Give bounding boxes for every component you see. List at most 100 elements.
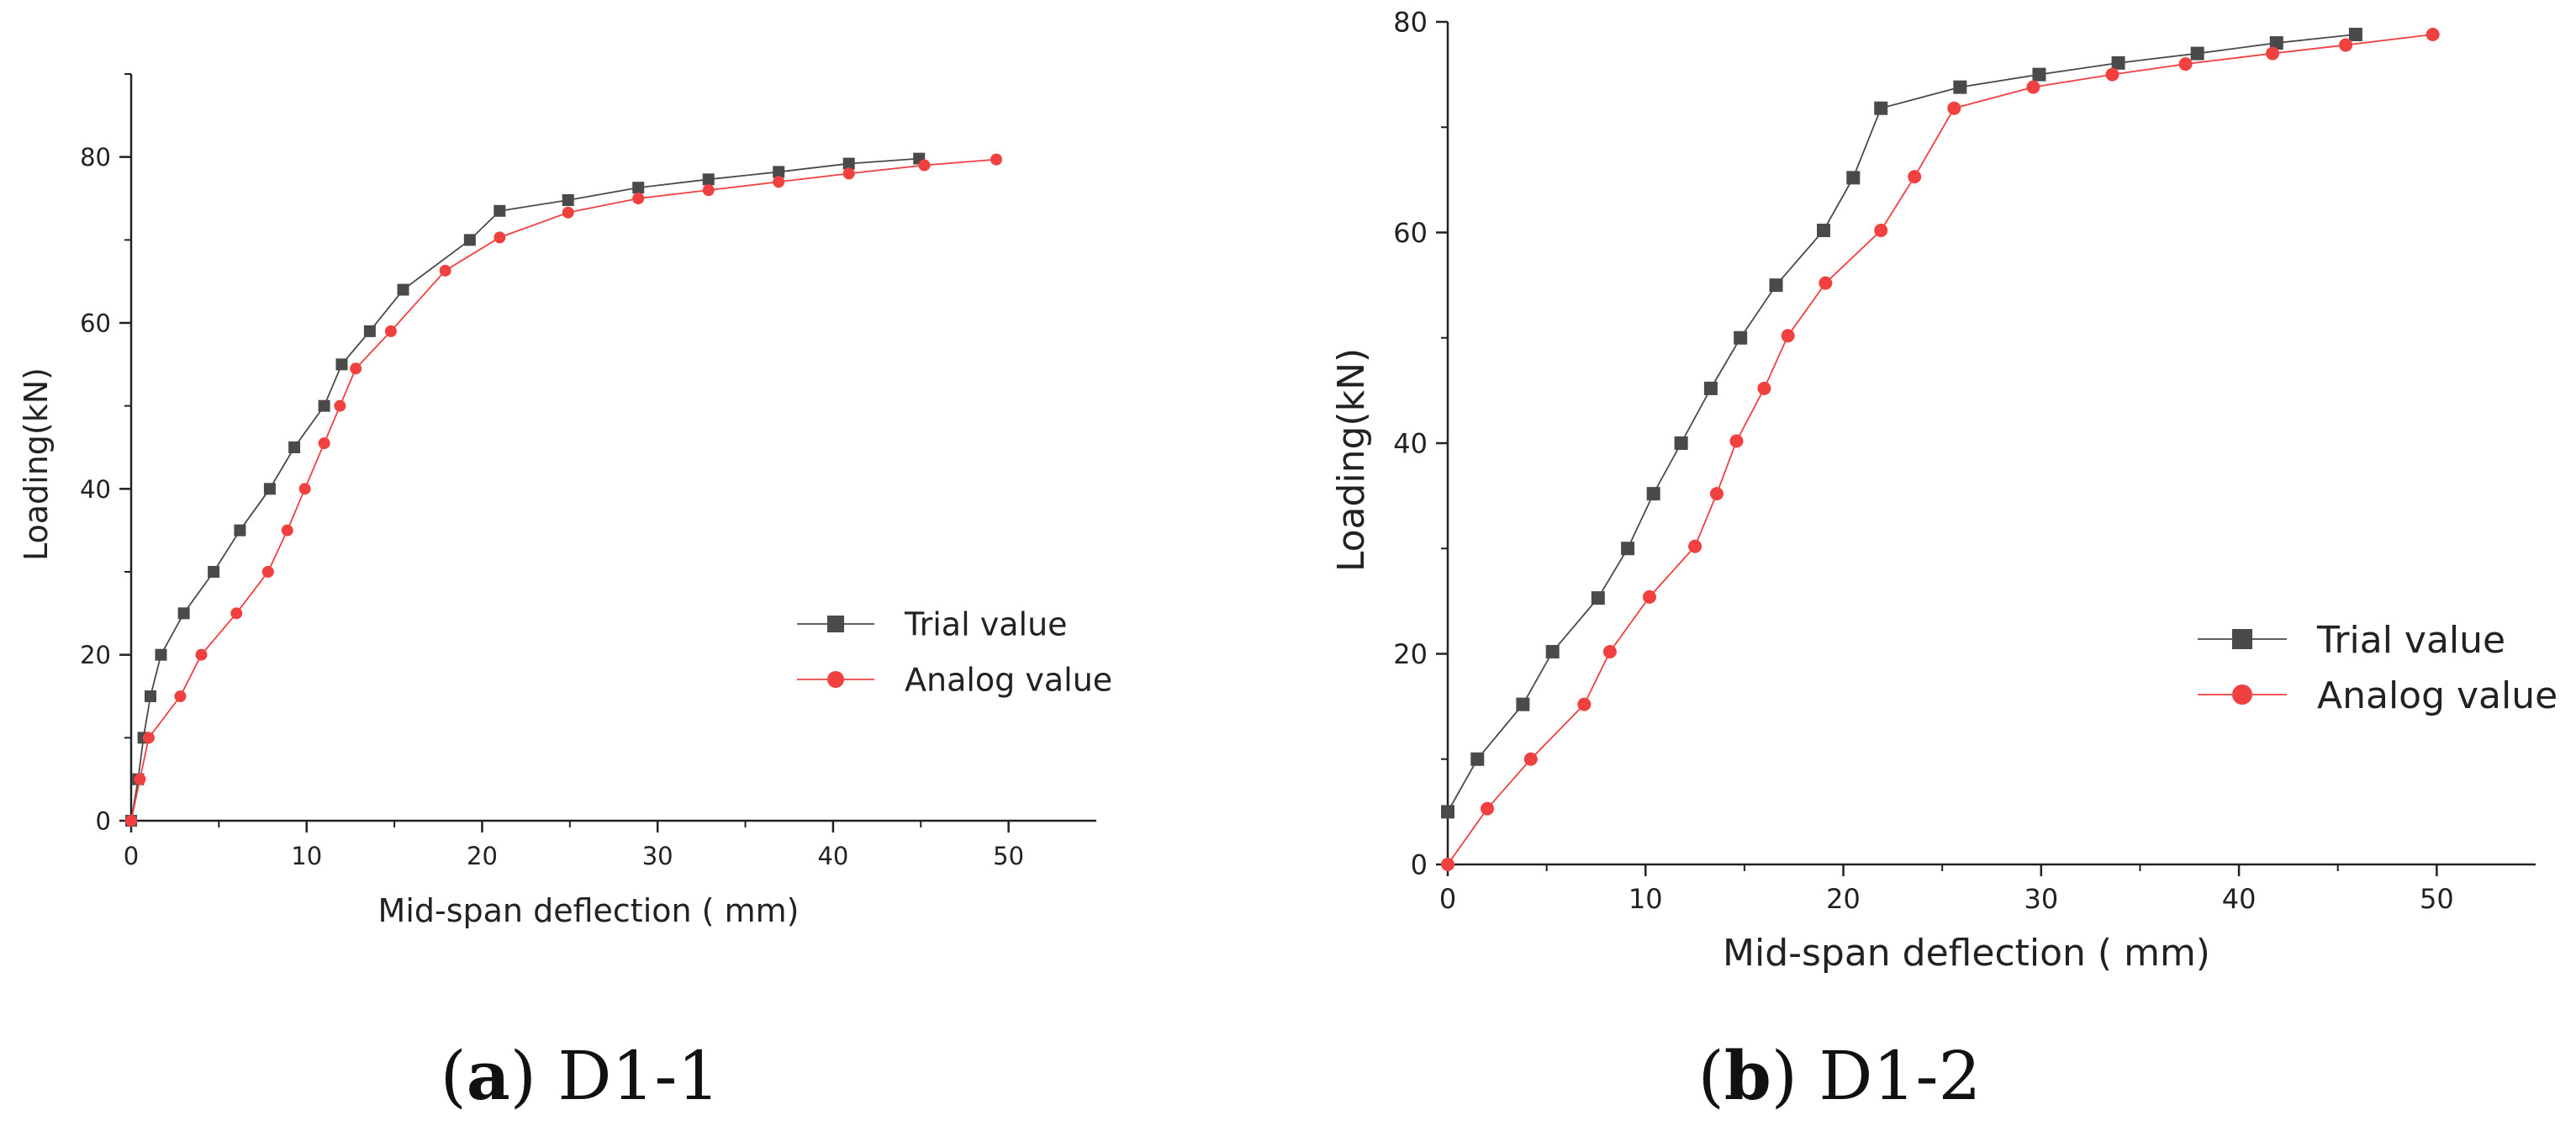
chart-a-analog-point — [142, 732, 155, 744]
chart-a-x-axis-title: Mid-span deflection ( mm) — [378, 892, 800, 929]
chart-b-legend-label-trial: Trial value — [2316, 619, 2505, 662]
chart-a-analog-point — [281, 524, 293, 536]
chart-panel-a: 0 10 20 30 40 50 0 20 40 60 80 Mid-span deflection … — [0, 0, 1227, 1147]
chart-a-trial-point — [318, 399, 330, 412]
chart-b-trial-point — [2111, 56, 2125, 70]
chart-a-y-axis-title: Loading(kN) — [18, 367, 55, 561]
chart-a-trial-point — [234, 524, 246, 536]
chart-a-x-tick-label: 20 — [467, 842, 498, 870]
chart-b-trial-point — [1646, 487, 1660, 501]
chart-a-trial-point — [397, 283, 409, 296]
chart-b-analog-point — [2105, 67, 2119, 82]
chart-a-svg: 0 10 20 30 40 50 0 20 40 60 80 Mid-span deflection … — [18, 73, 1112, 929]
chart-a-x-tick-label: 0 — [124, 842, 139, 870]
chart-b-analog-point — [1947, 101, 1961, 115]
chart-a-analog-point — [562, 206, 574, 219]
chart-a-analog-point — [230, 607, 243, 620]
chart-b-trial-point — [1769, 278, 1783, 293]
chart-b-svg: 0 10 20 30 40 50 0 20 40 60 80 Mid-span deflection … — [1330, 7, 2558, 975]
chart-a-x-tick-label: 10 — [291, 842, 322, 870]
chart-a-trial-point — [702, 173, 715, 186]
chart-b-analog-point — [1577, 697, 1592, 711]
chart-b-analog-point — [1757, 381, 1771, 395]
chart-b-trial-point — [1545, 644, 1560, 658]
chart-b-analog-point — [1688, 539, 1702, 553]
caption-a-open: ( — [440, 1037, 467, 1115]
caption-b-open: ( — [1697, 1037, 1724, 1115]
chart-a-analog-point — [318, 437, 330, 450]
chart-b-analog-point — [2426, 28, 2440, 42]
chart-b-analog-point — [2026, 80, 2040, 94]
chart-a-trial-point — [773, 166, 785, 178]
chart-a-trial-point — [335, 358, 348, 371]
chart-a-x-tick-label: 30 — [642, 842, 673, 870]
chart-a-analog-point — [439, 264, 451, 277]
chart-b-analog-point — [1441, 858, 1454, 871]
chart-b-trial-point — [2032, 67, 2046, 82]
chart-b-analog-point — [1908, 170, 1922, 184]
chart-a-analog-point — [384, 325, 397, 337]
chart-a-analog-point — [125, 815, 137, 827]
chart-b-x-tick-label: 0 — [1439, 883, 1456, 915]
chart-b-trial-point — [1817, 223, 1831, 237]
chart-b-trial-point — [1703, 381, 1718, 395]
chart-b-trial-point — [1674, 436, 1688, 450]
chart-b-x-axis-title: Mid-span deflection ( mm) — [1723, 932, 2210, 975]
caption-b-close: ) — [1771, 1037, 1797, 1115]
chart-b-y-tick-label: 0 — [1411, 849, 1428, 881]
chart-a-analog-point — [842, 167, 855, 180]
chart-a-trial-point — [177, 607, 190, 620]
chart-b-analog-point — [1781, 329, 1795, 343]
chart-b-legend-trial-marker — [2232, 629, 2252, 649]
chart-b-analog-point — [2339, 38, 2353, 52]
chart-a-analog-point — [261, 566, 274, 578]
chart-b-y-tick-label: 60 — [1393, 217, 1428, 249]
chart-b-trial-point — [1516, 697, 1530, 711]
chart-a-y-tick-label: 0 — [96, 806, 111, 835]
chart-b-legend-label-analog: Analog value — [2317, 674, 2558, 717]
chart-a-x-tick-label: 40 — [817, 842, 848, 870]
chart-a-trial-point — [363, 325, 376, 337]
chart-a-analog-point — [298, 483, 311, 495]
caption-a-close: ) — [509, 1037, 536, 1115]
chart-b-x-tick-label: 10 — [1628, 883, 1663, 915]
chart-a-y-tick-label: 20 — [80, 641, 111, 669]
chart-a-y-tick-label: 40 — [80, 475, 111, 504]
chart-a-caption: (a) D1-1 — [441, 1036, 721, 1115]
chart-b-trial-point — [1470, 752, 1485, 766]
caption-a-letter: a — [466, 1036, 510, 1115]
caption-a-name: D1-1 — [557, 1037, 721, 1115]
chart-b-analog-point — [1523, 752, 1538, 766]
chart-b-x-tick-label: 40 — [2222, 883, 2257, 915]
chart-b-caption: (b) D1-2 — [1698, 1036, 1982, 1115]
caption-b-name: D1-2 — [1819, 1037, 1982, 1115]
chart-b-y-tick-label: 80 — [1393, 7, 1428, 39]
chart-b-trial-point — [1874, 101, 1888, 115]
chart-b-analog-point — [1481, 801, 1495, 816]
chart-a-series-trial-line — [130, 157, 920, 822]
chart-b-series-trial-line — [1447, 34, 2356, 812]
chart-b-y-axis-title: Loading(kN) — [1330, 348, 1373, 572]
chart-b-trial-point — [1441, 805, 1454, 819]
chart-a-trial-point — [463, 234, 476, 246]
chart-b-analog-point — [2178, 57, 2193, 71]
chart-b-trial-point — [1621, 542, 1635, 556]
chart-b-legend-analog-marker — [2232, 684, 2252, 705]
chart-a-trial-point — [208, 566, 220, 578]
chart-b-analog-point — [1709, 487, 1723, 501]
chart-a-analog-point — [195, 648, 208, 661]
chart-b-trial-point — [1734, 330, 1748, 345]
chart-b-y-tick-label: 40 — [1393, 428, 1428, 460]
chart-a-trial-point — [632, 182, 645, 194]
chart-b-trial-point — [1953, 80, 1967, 94]
chart-a-legend-label-analog: Analog value — [905, 662, 1112, 699]
chart-b-analog-point — [2266, 46, 2280, 61]
chart-b-series-analog-line — [1447, 34, 2433, 865]
chart-a-series-analog-line — [130, 158, 997, 822]
chart-a-analog-point — [773, 176, 785, 188]
chart-b-trial-point — [1591, 591, 1605, 605]
chart-b-x-tick-label: 30 — [2024, 883, 2058, 915]
chart-panel-b: 0 10 20 30 40 50 0 20 40 60 80 Mid-span deflection … — [1227, 0, 2576, 1147]
chart-a-analog-point — [134, 773, 146, 785]
chart-b-y-tick-label: 20 — [1393, 638, 1428, 670]
